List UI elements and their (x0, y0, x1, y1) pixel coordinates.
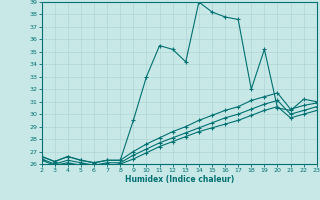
X-axis label: Humidex (Indice chaleur): Humidex (Indice chaleur) (124, 175, 234, 184)
